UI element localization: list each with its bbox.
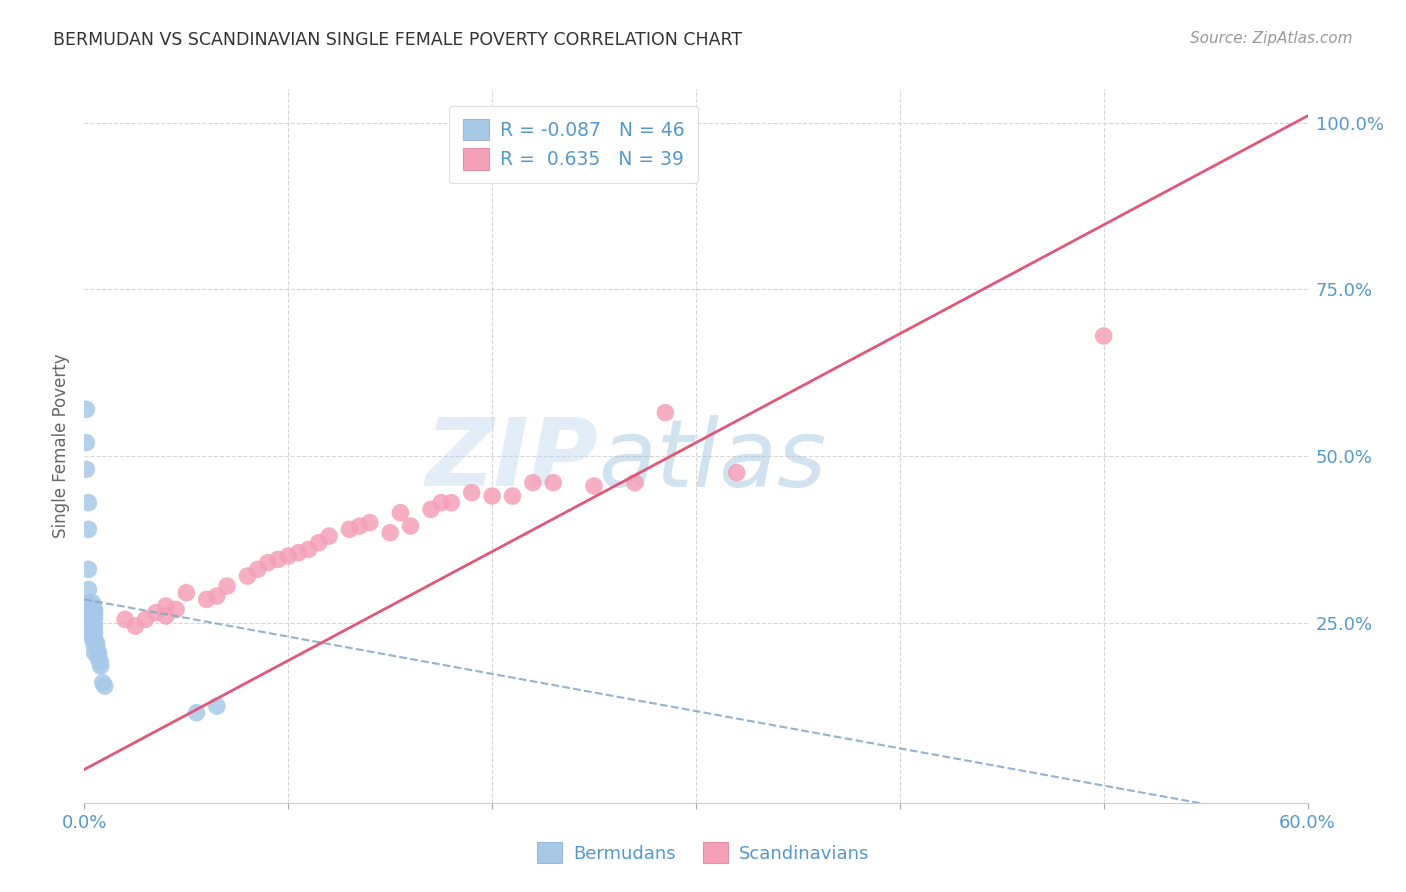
Point [82,606,104,620]
Legend: Bermudans, Scandinavians: Bermudans, Scandinavians [527,833,879,872]
Point [339,522,361,536]
Point [79,612,101,626]
Point [77,496,100,510]
Point [257,556,280,570]
Point [83,639,105,653]
Point [83,602,105,616]
Point [308,535,330,549]
Point [77,582,100,597]
Point [155,599,177,613]
Point [430,496,453,510]
Point [399,519,422,533]
Point [174,585,197,599]
Point [83,606,105,620]
Point [79,602,101,616]
Point [583,479,606,493]
Point [86,642,108,657]
Point [267,552,290,566]
Point [205,699,228,714]
Point [461,485,484,500]
Point [83,632,105,647]
Point [86,639,108,653]
Text: atlas: atlas [598,415,827,506]
Point [359,516,381,530]
Point [287,546,309,560]
Point [186,706,208,720]
Point [481,489,503,503]
Point [82,619,104,633]
Point [93,679,115,693]
Point [82,612,104,626]
Point [79,602,101,616]
Point [82,615,104,630]
Text: Source: ZipAtlas.com: Source: ZipAtlas.com [1189,31,1353,46]
Point [77,562,100,576]
Y-axis label: Single Female Poverty: Single Female Poverty [52,354,70,538]
Point [75,462,97,476]
Point [82,599,104,613]
Point [82,609,104,624]
Point [114,612,136,626]
Point [83,625,105,640]
Point [75,435,97,450]
Point [165,602,187,616]
Point [298,542,321,557]
Point [145,606,167,620]
Point [79,609,101,624]
Point [87,646,110,660]
Point [543,475,565,490]
Point [87,652,110,666]
Point [83,646,105,660]
Point [87,649,110,664]
Point [77,596,100,610]
Text: BERMUDAN VS SCANDINAVIAN SINGLE FEMALE POVERTY CORRELATION CHART: BERMUDAN VS SCANDINAVIAN SINGLE FEMALE P… [53,31,742,49]
Point [82,629,104,643]
Point [389,506,412,520]
Point [522,475,544,490]
Point [725,466,748,480]
Point [217,579,239,593]
Point [502,489,524,503]
Point [195,592,218,607]
Point [83,609,105,624]
Point [82,632,104,647]
Point [91,675,114,690]
Point [440,496,463,510]
Point [82,625,104,640]
Point [77,522,100,536]
Point [124,619,146,633]
Point [420,502,443,516]
Point [246,562,269,576]
Point [79,606,101,620]
Point [349,519,371,533]
Point [83,612,105,626]
Point [83,619,105,633]
Point [205,589,228,603]
Point [1092,329,1115,343]
Text: ZIP: ZIP [425,414,598,507]
Legend: R = -0.087   N = 46, R =  0.635   N = 39: R = -0.087 N = 46, R = 0.635 N = 39 [450,106,697,183]
Point [79,615,101,630]
Point [277,549,299,563]
Point [90,659,112,673]
Point [90,656,112,670]
Point [155,609,177,624]
Point [82,623,104,637]
Point [135,612,157,626]
Point [236,569,259,583]
Point [380,525,402,540]
Point [318,529,340,543]
Point [654,406,676,420]
Point [75,402,97,417]
Point [82,596,104,610]
Point [86,636,108,650]
Point [624,475,647,490]
